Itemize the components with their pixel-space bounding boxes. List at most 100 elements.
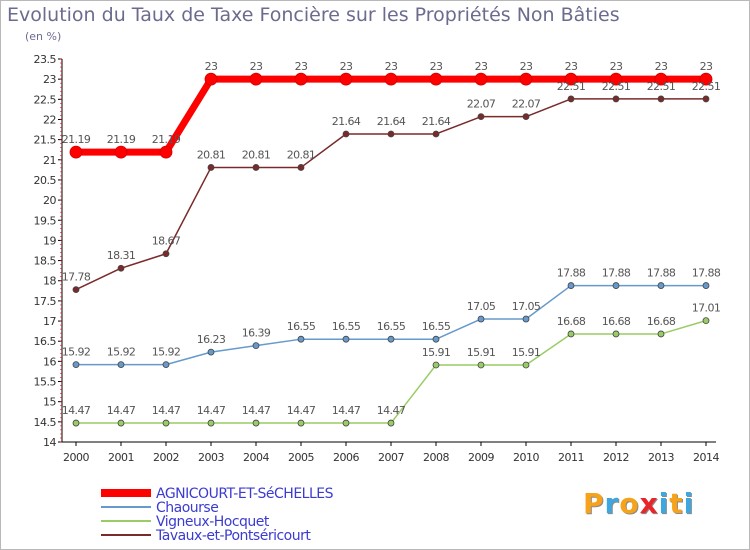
data-point [567,95,575,103]
data-point [519,72,533,86]
y-tick-label: 16.5 [34,335,57,348]
data-label: 14.47 [107,404,136,417]
data-label: 15.92 [152,346,181,359]
y-tick-label: 15 [43,396,56,409]
data-point [702,317,710,325]
x-tick-label: 2011 [558,451,584,464]
logo-letter: i [658,487,670,520]
x-tick-label: 2014 [693,451,719,464]
logo-letter: r [604,487,620,520]
x-tick-label: 2007 [378,451,404,464]
data-label: 14.47 [332,404,361,417]
data-label: 22.07 [467,98,496,111]
data-label: 17.88 [557,267,586,280]
data-label: 16.55 [287,320,316,333]
x-tick-label: 2013 [648,451,674,464]
data-label: 21.19 [152,133,181,146]
data-point [69,145,83,159]
data-point [567,330,575,338]
data-point [162,419,170,427]
data-point [654,72,668,86]
data-label: 21.64 [332,115,361,128]
y-tick-label: 17 [43,315,56,328]
legend-label: Vigneux-Hocquet [156,514,270,530]
data-point [432,335,440,343]
data-point [162,250,170,258]
data-point [204,72,218,86]
data-label: 23 [475,60,488,73]
data-point [72,286,80,294]
data-label: 16.55 [422,320,451,333]
x-tick-label: 2003 [198,451,224,464]
data-point [297,419,305,427]
data-label: 16.23 [197,333,226,346]
y-tick-label: 21 [43,154,56,167]
data-point [474,72,488,86]
data-point [387,419,395,427]
chart-title: Evolution du Taux de Taxe Foncière sur l… [7,4,620,26]
data-label: 15.91 [422,346,451,359]
data-point [657,330,665,338]
legend-label: Chaourse [156,500,218,516]
data-label: 14.47 [197,404,226,417]
data-point [72,361,80,368]
y-tick-label: 20.5 [34,174,57,187]
data-label: 22.51 [602,80,631,93]
x-tick-label: 2009 [468,451,494,464]
data-label: 20.81 [287,148,316,161]
data-label: 23 [385,60,398,73]
y-tick-label: 18.5 [34,255,57,268]
legend-label: AGNICOURT-ET-SéCHELLES [156,486,334,502]
y-tick-label: 19.5 [34,214,57,227]
data-label: 17.78 [62,271,91,284]
data-point [429,72,443,86]
data-label: 23 [565,60,578,73]
data-point [207,419,215,427]
data-label: 16.68 [602,315,631,328]
data-label: 16.68 [647,315,676,328]
y-tick-label: 22 [43,113,56,126]
data-point [522,315,530,323]
data-label: 23 [700,60,713,73]
data-label: 18.67 [152,235,181,248]
data-label: 23 [520,60,533,73]
data-label: 18.31 [107,249,136,262]
data-point [387,130,395,138]
data-point [72,419,80,427]
data-point [612,330,620,338]
data-point [117,419,125,427]
data-label: 23 [205,60,218,73]
logo-letter: P [583,487,605,520]
legend-label: Tavaux-et-Pontséricourt [155,528,311,544]
data-point [609,72,623,86]
logo-letter: t [669,487,684,520]
x-tick-label: 2000 [63,451,89,464]
logo-letter: i [683,487,695,520]
data-label: 21.19 [107,133,136,146]
y-tick-label: 19 [43,234,56,247]
data-label: 21.19 [62,133,91,146]
x-tick-label: 2002 [153,451,179,464]
data-point [612,95,620,103]
x-tick-label: 2005 [288,451,314,464]
data-label: 21.64 [422,115,451,128]
data-point [567,282,575,289]
data-label: 23 [655,60,668,73]
data-label: 15.91 [512,346,541,359]
data-point [342,335,350,343]
data-label: 23 [250,60,263,73]
data-label: 22.51 [692,80,721,93]
data-label: 17.05 [467,300,496,313]
data-label: 17.88 [647,267,676,280]
data-point [297,164,305,171]
data-label: 21.64 [377,115,406,128]
proxiti-logo: Proxiti [583,487,694,520]
data-point [702,282,710,289]
data-point [294,72,308,86]
data-point [477,315,485,323]
y-tick-label: 20 [43,194,56,207]
data-point [207,348,215,356]
data-point [657,95,665,103]
data-point [387,335,395,343]
